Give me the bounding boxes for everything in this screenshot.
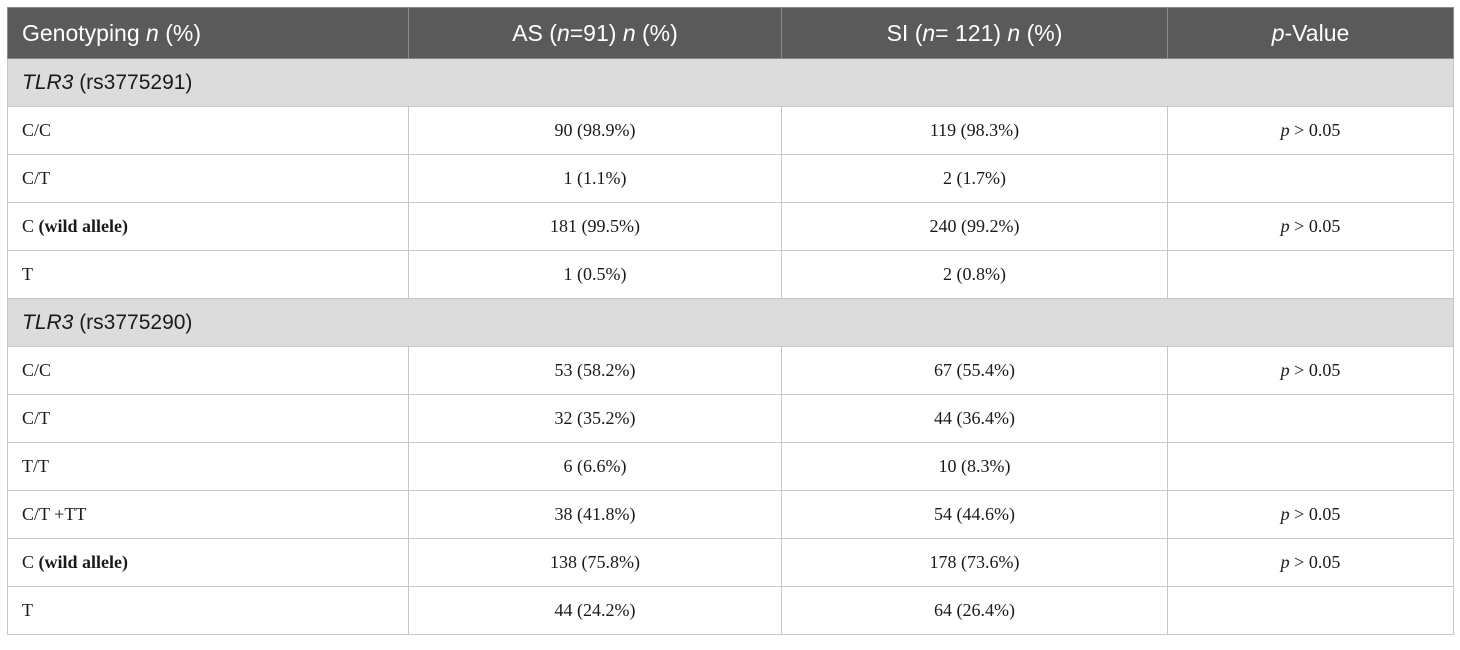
p-value: [1167, 586, 1454, 635]
as-value: 53 (58.2%): [408, 346, 782, 395]
genotype-label: T/T: [7, 442, 409, 491]
p-value: [1167, 394, 1454, 443]
section-title: TLR3 (rs3775290): [7, 298, 1454, 347]
as-value: 138 (75.8%): [408, 538, 782, 587]
genotype-label: T: [7, 250, 409, 299]
as-value: 32 (35.2%): [408, 394, 782, 443]
genotype-table: Genotyping n (%) AS (n=91) n (%) SI (n= …: [7, 7, 1454, 635]
as-value: 181 (99.5%): [408, 202, 782, 251]
table-row: T 44 (24.2%) 64 (26.4%): [7, 586, 1454, 635]
p-value: p > 0.05: [1167, 490, 1454, 539]
table-row: C/C 53 (58.2%) 67 (55.4%) p > 0.05: [7, 346, 1454, 395]
si-value: 2 (0.8%): [781, 250, 1168, 299]
genotype-label: C/T: [7, 394, 409, 443]
si-value: 240 (99.2%): [781, 202, 1168, 251]
si-value: 64 (26.4%): [781, 586, 1168, 635]
as-value: 1 (0.5%): [408, 250, 782, 299]
si-value: 10 (8.3%): [781, 442, 1168, 491]
table-row: C (wild allele) 138 (75.8%) 178 (73.6%) …: [7, 538, 1454, 587]
table-row: T/T 6 (6.6%) 10 (8.3%): [7, 442, 1454, 491]
p-value: p > 0.05: [1167, 202, 1454, 251]
section-header-row: TLR3 (rs3775290): [7, 298, 1454, 347]
table-row: T 1 (0.5%) 2 (0.8%): [7, 250, 1454, 299]
as-value: 1 (1.1%): [408, 154, 782, 203]
section-title: TLR3 (rs3775291): [7, 58, 1454, 107]
genotype-label: T: [7, 586, 409, 635]
p-value: [1167, 154, 1454, 203]
header-p-value: p-Value: [1167, 7, 1454, 59]
as-value: 44 (24.2%): [408, 586, 782, 635]
genotype-label: C/C: [7, 106, 409, 155]
si-value: 54 (44.6%): [781, 490, 1168, 539]
si-value: 119 (98.3%): [781, 106, 1168, 155]
table-row: C/T +TT 38 (41.8%) 54 (44.6%) p > 0.05: [7, 490, 1454, 539]
si-value: 67 (55.4%): [781, 346, 1168, 395]
genotype-label: C (wild allele): [7, 202, 409, 251]
header-si: SI (n= 121) n (%): [781, 7, 1168, 59]
si-value: 2 (1.7%): [781, 154, 1168, 203]
p-value: p > 0.05: [1167, 346, 1454, 395]
section-header-row: TLR3 (rs3775291): [7, 58, 1454, 107]
as-value: 90 (98.9%): [408, 106, 782, 155]
si-value: 178 (73.6%): [781, 538, 1168, 587]
header-genotyping: Genotyping n (%): [7, 7, 409, 59]
genotype-label: C/T +TT: [7, 490, 409, 539]
p-value: [1167, 250, 1454, 299]
table-row: C/C 90 (98.9%) 119 (98.3%) p > 0.05: [7, 106, 1454, 155]
header-row: Genotyping n (%) AS (n=91) n (%) SI (n= …: [7, 7, 1454, 59]
genotype-label: C/C: [7, 346, 409, 395]
as-value: 38 (41.8%): [408, 490, 782, 539]
si-value: 44 (36.4%): [781, 394, 1168, 443]
p-value: p > 0.05: [1167, 538, 1454, 587]
genotype-label: C/T: [7, 154, 409, 203]
p-value: p > 0.05: [1167, 106, 1454, 155]
table-row: C/T 32 (35.2%) 44 (36.4%): [7, 394, 1454, 443]
table-row: C/T 1 (1.1%) 2 (1.7%): [7, 154, 1454, 203]
genotype-label: C (wild allele): [7, 538, 409, 587]
as-value: 6 (6.6%): [408, 442, 782, 491]
table-row: C (wild allele) 181 (99.5%) 240 (99.2%) …: [7, 202, 1454, 251]
p-value: [1167, 442, 1454, 491]
header-as: AS (n=91) n (%): [408, 7, 782, 59]
